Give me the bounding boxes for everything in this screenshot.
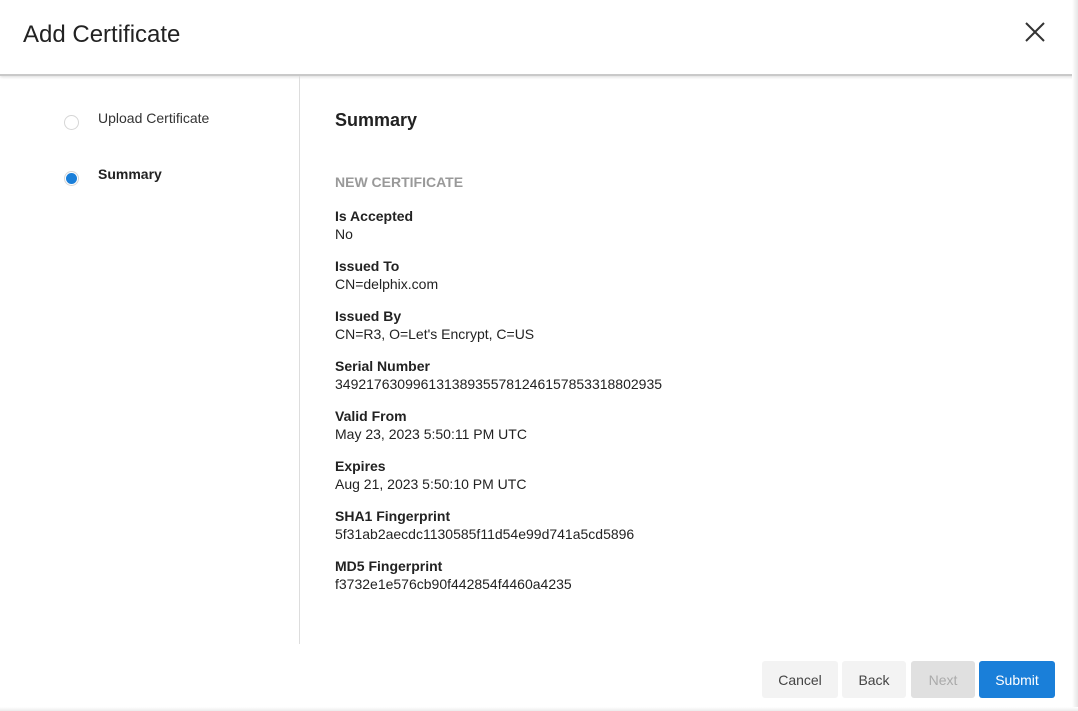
scroll-shadow xyxy=(1072,0,1078,711)
section-heading: NEW CERTIFICATE xyxy=(335,174,464,190)
field-label: Issued To xyxy=(335,258,400,274)
next-button[interactable]: Next xyxy=(911,661,975,698)
step-label: Upload Certificate xyxy=(98,110,210,126)
field-label: Valid From xyxy=(335,408,407,424)
dialog-header: Add Certificate xyxy=(0,0,1076,76)
field-label: Expires xyxy=(335,458,386,474)
field-label: Issued By xyxy=(335,308,402,324)
field-is-accepted: Is Accepted No xyxy=(335,207,413,243)
field-serial-number: Serial Number 349217630996131389355781246… xyxy=(335,357,662,393)
field-sha1-fingerprint: SHA1 Fingerprint 5f31ab2aecdc1130585f11d5… xyxy=(335,507,634,543)
bottom-shadow xyxy=(0,707,1078,711)
field-label: MD5 Fingerprint xyxy=(335,558,443,574)
field-md5-fingerprint: MD5 Fingerprint f3732e1e576cb90f442854f44… xyxy=(335,557,572,593)
field-value: CN=R3, O=Let's Encrypt, C=US xyxy=(335,326,535,342)
field-label: Is Accepted xyxy=(335,208,414,224)
back-button[interactable]: Back xyxy=(842,661,906,698)
field-value: f3732e1e576cb90f442854f4460a4235 xyxy=(335,576,572,592)
dialog-title: Add Certificate xyxy=(23,21,181,48)
submit-button[interactable]: Submit xyxy=(979,661,1055,698)
field-valid-from: Valid From May 23, 2023 5:50:11 PM UTC xyxy=(335,407,527,443)
step-radio-selected-icon xyxy=(64,171,79,186)
field-issued-to: Issued To CN=delphix.com xyxy=(335,257,438,293)
step-label: Summary xyxy=(98,166,162,182)
close-button[interactable] xyxy=(1022,19,1048,45)
field-value: Aug 21, 2023 5:50:10 PM UTC xyxy=(335,476,527,492)
step-upload-certificate[interactable]: Upload Certificate xyxy=(64,110,209,130)
field-label: SHA1 Fingerprint xyxy=(335,508,451,524)
field-label: Serial Number xyxy=(335,358,430,374)
cancel-button[interactable]: Cancel xyxy=(762,661,838,698)
field-expires: Expires Aug 21, 2023 5:50:10 PM UTC xyxy=(335,457,526,493)
step-summary[interactable]: Summary xyxy=(64,166,162,186)
summary-title: Summary xyxy=(335,110,418,130)
summary-panel: Summary NEW CERTIFICATE Is Accepted No Iss… xyxy=(335,110,662,592)
field-value: May 23, 2023 5:50:11 PM UTC xyxy=(335,426,527,442)
field-issued-by: Issued By CN=R3, O=Let's Encrypt, C=US xyxy=(335,307,534,343)
field-value: 5f31ab2aecdc1130585f11d54e99d741a5cd5896 xyxy=(335,526,635,542)
field-value: No xyxy=(335,226,353,242)
close-icon[interactable] xyxy=(1022,19,1048,45)
wizard-steps: Upload Certificate Summary xyxy=(0,76,300,644)
field-value: CN=delphix.com xyxy=(335,276,439,292)
field-value: 3492176309961313893557812461578533188029… xyxy=(335,376,663,392)
step-radio-icon xyxy=(64,115,79,130)
